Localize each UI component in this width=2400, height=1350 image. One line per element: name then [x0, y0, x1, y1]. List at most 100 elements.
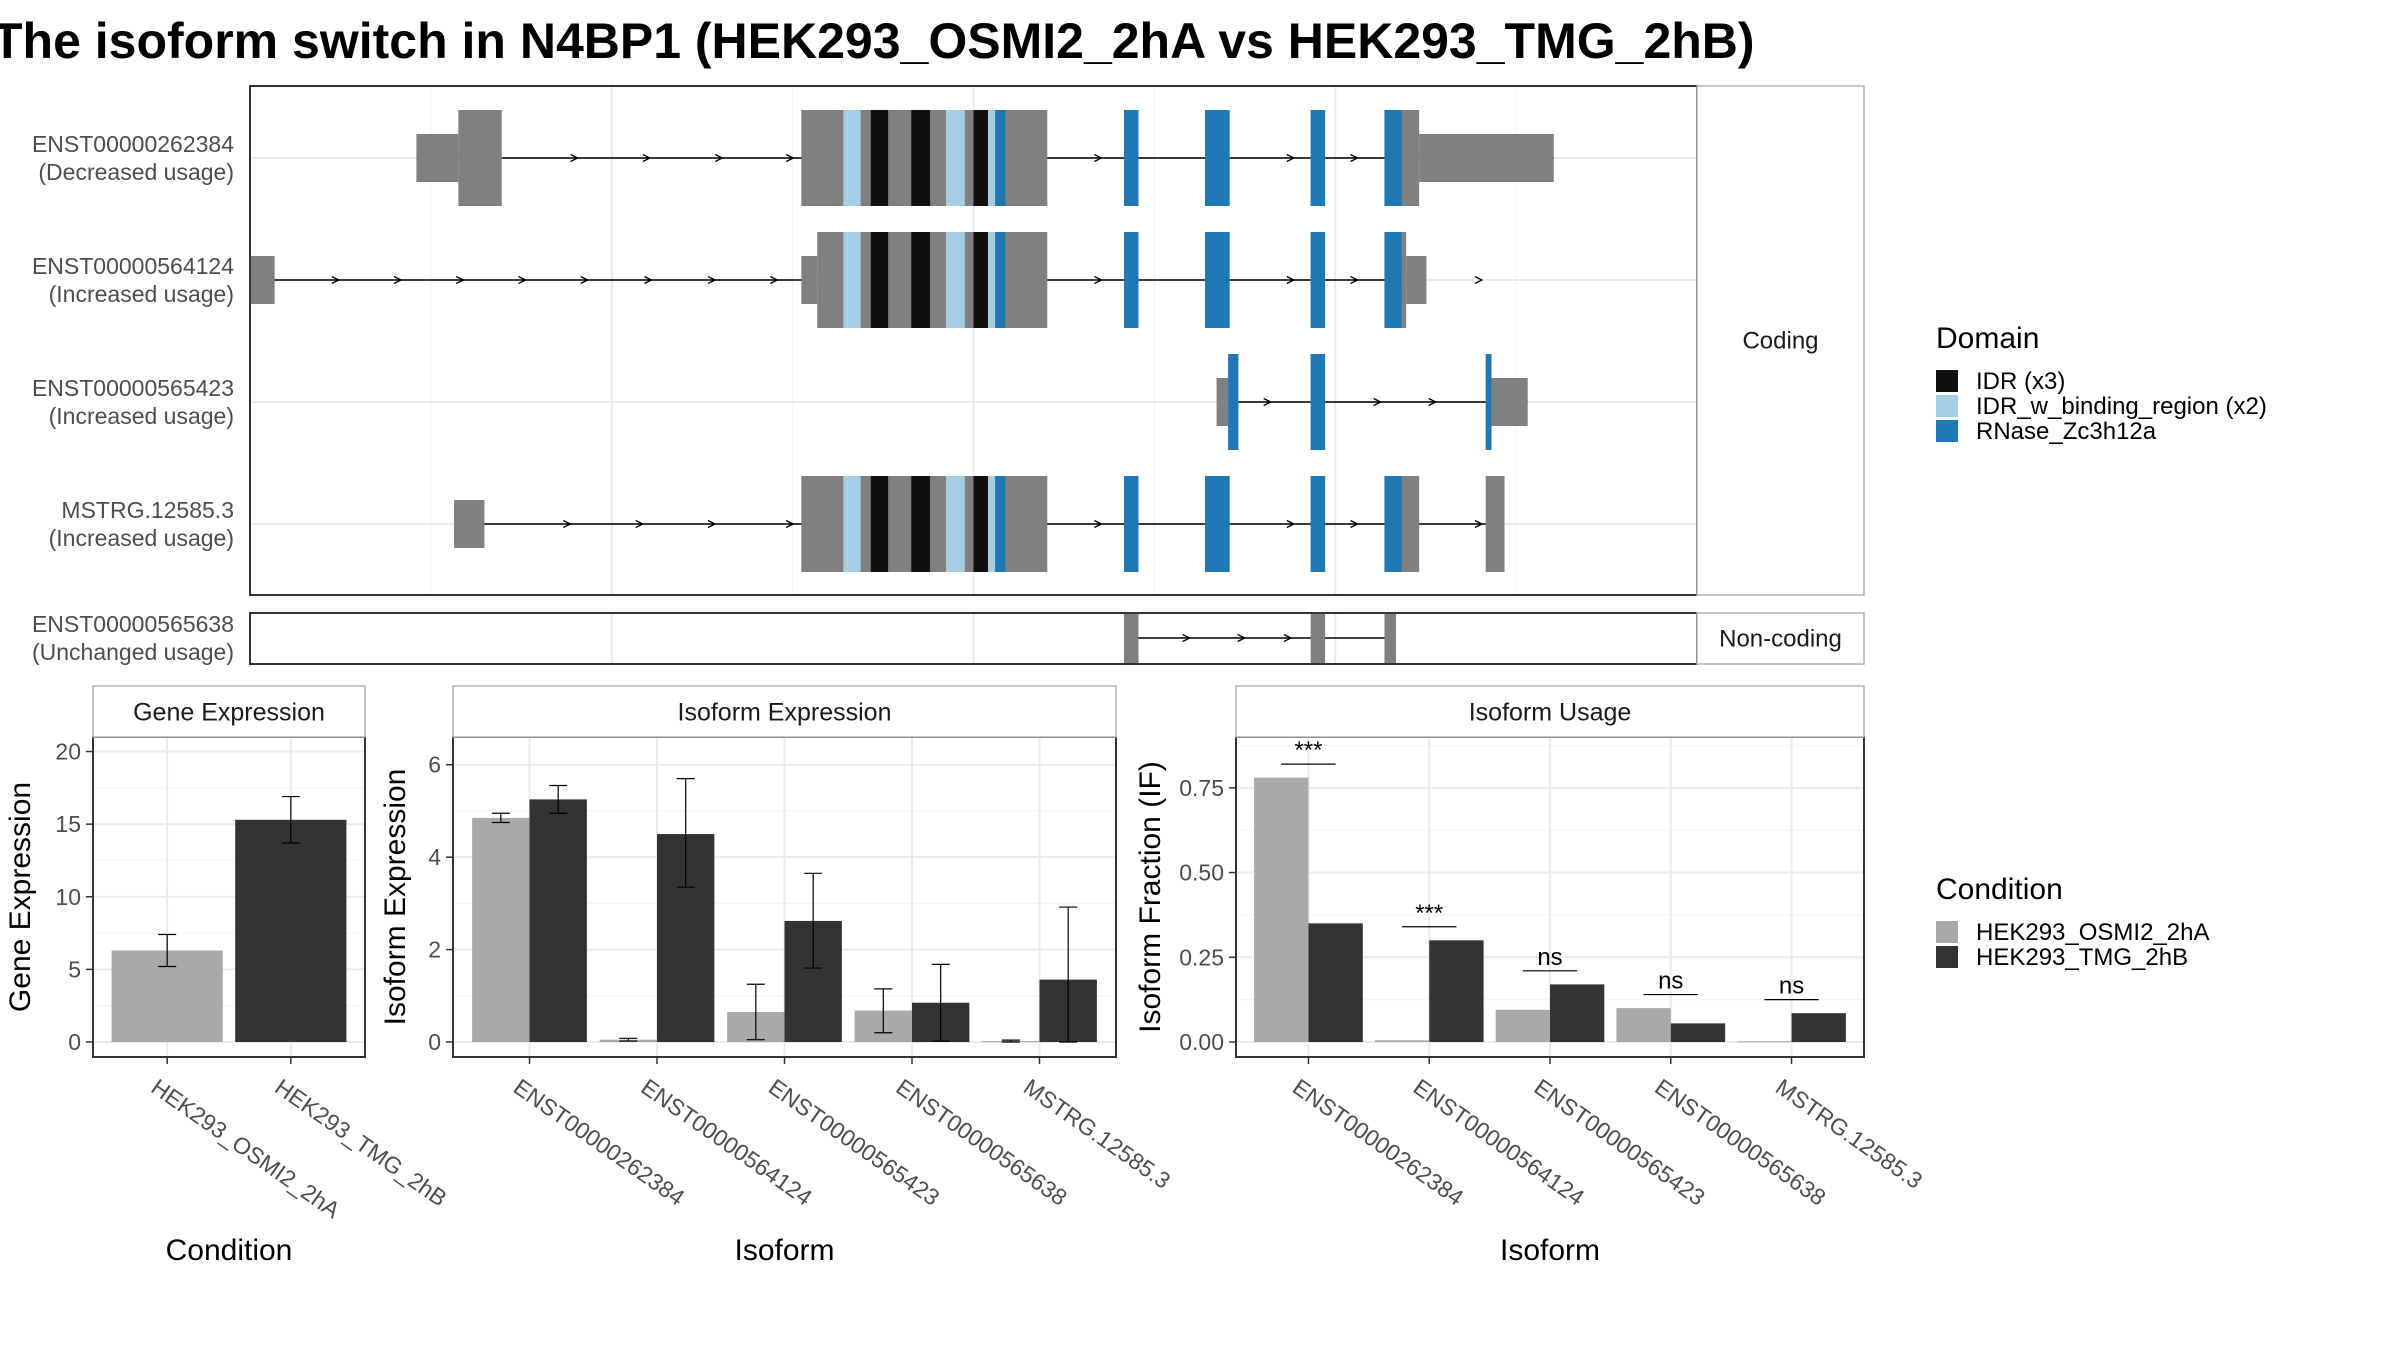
coding-enst00000262384-domain-idr-w-binding-region	[843, 110, 861, 206]
chart-isoform-usage-title: Isoform Usage	[1469, 699, 1632, 727]
chart-gene-expression-ytick-label: 10	[55, 884, 81, 910]
coding-mstrg-12585-3-direction-arrow	[563, 519, 572, 529]
coding-enst00000564124-direction-arrow	[580, 275, 590, 285]
coding-enst00000564124-direction-arrow	[455, 275, 465, 285]
chart-isoform-usage-ytick-label: 0.25	[1179, 944, 1224, 970]
domain-legend-title: Domain	[1936, 322, 2039, 355]
coding-enst00000262384-domain-rnase	[1384, 110, 1402, 206]
coding-enst00000565423-status-label: (Increased usage)	[49, 403, 234, 429]
coding-enst00000262384-id-label: ENST00000262384	[32, 131, 234, 157]
coding-enst00000262384-direction-arrow	[1350, 153, 1359, 163]
chart-isoform-usage-ytick-label: 0.00	[1179, 1029, 1224, 1055]
chart-isoform-usage-bar	[1254, 777, 1309, 1042]
coding-mstrg-12585-3-direction-arrow	[707, 519, 717, 529]
noncoding-enst00000565638-exon	[1123, 613, 1139, 664]
chart-isoform-expression-ytick-label: 2	[428, 937, 441, 963]
coding-mstrg-12585-3-domain-idr-w-binding-region	[946, 476, 965, 572]
chart-isoform-usage-bar	[1737, 1041, 1792, 1043]
coding-enst00000564124-exon	[801, 256, 818, 304]
chart-gene-expression-bar	[235, 819, 347, 1042]
noncoding-enst00000565638-direction-arrow	[1182, 633, 1192, 643]
coding-mstrg-12585-3-status-label: (Increased usage)	[49, 525, 234, 551]
coding-enst00000262384-domain-idr	[870, 110, 889, 206]
chart-isoform-expression: Isoform Expression 0 2 4 6 Isoform Expression…	[379, 685, 1175, 1267]
chart-isoform-usage-significance-label: ns	[1779, 973, 1804, 1000]
coding-mstrg-12585-3-direction-arrow	[635, 519, 645, 529]
chart-gene-expression-ytick-label: 15	[55, 811, 81, 837]
coding-strip	[1696, 85, 1865, 596]
chart-gene-expression-strip	[92, 685, 366, 738]
chart-isoform-expression-xlabel: Isoform	[734, 1234, 834, 1267]
condition-legend-label: HEK293_TMG_2hB	[1976, 944, 2188, 971]
chart-gene-expression-title: Gene Expression	[133, 699, 325, 727]
domain-legend-label: RNase_Zc3h12a	[1976, 418, 2157, 445]
chart-isoform-usage-bar	[1550, 984, 1605, 1042]
chart-isoform-usage-bar	[1791, 1013, 1846, 1042]
coding-enst00000564124-direction-arrow	[1286, 275, 1296, 285]
coding-mstrg-12585-3-domain-idr	[911, 476, 931, 572]
coding-mstrg-12585-3-domain-rnase	[1123, 476, 1139, 572]
chart-isoform-usage-ylabel: Isoform Fraction (IF)	[1134, 761, 1167, 1033]
chart-isoform-expression-bar	[529, 799, 587, 1042]
coding-enst00000262384-domain-rnase	[1123, 110, 1139, 206]
chart-isoform-usage-significance-label: ***	[1415, 900, 1443, 927]
coding-mstrg-12585-3-domain-rnase	[1205, 476, 1230, 572]
coding-enst00000262384-domain-idr	[911, 110, 931, 206]
coding-enst00000564124-direction-arrow	[644, 275, 653, 285]
coding-enst00000262384-domain-idr-w-binding-region	[987, 110, 996, 206]
chart-isoform-expression-ytick-label: 0	[428, 1029, 441, 1055]
coding-enst00000564124-domain-idr	[911, 232, 931, 328]
coding-enst00000262384-domain-idr	[973, 110, 988, 206]
coding-enst00000564124-domain-idr-w-binding-region	[987, 232, 996, 328]
coding-enst00000564124-direction-arrow	[331, 275, 341, 285]
chart-isoform-usage-significance-label: ns	[1658, 968, 1683, 995]
domain-legend-key	[1936, 370, 1958, 392]
coding-mstrg-12585-3-id-label: MSTRG.12585.3	[61, 497, 234, 523]
chart-isoform-expression-ytick-label: 6	[428, 752, 441, 778]
noncoding-enst00000565638-status-label: (Unchanged usage)	[32, 639, 234, 665]
chart-isoform-usage-ytick-label: 0.75	[1179, 775, 1224, 801]
coding-enst00000262384-domain-idr-w-binding-region	[946, 110, 965, 206]
domain-legend-label: IDR_w_binding_region (x2)	[1976, 393, 2267, 420]
noncoding-strip-label: Non-coding	[1719, 626, 1842, 653]
noncoding-enst00000565638-direction-arrow	[1283, 633, 1293, 643]
noncoding-enst00000565638-exon	[1310, 613, 1326, 664]
chart-isoform-usage-bar	[1308, 923, 1363, 1042]
coding-enst00000262384-direction-arrow	[570, 153, 580, 163]
coding-enst00000564124-domain-rnase	[1310, 232, 1326, 328]
coding-enst00000262384-domain-rnase	[1310, 110, 1326, 206]
coding-mstrg-12585-3-direction-arrow	[785, 519, 795, 529]
coding-enst00000564124-domain-idr	[973, 232, 988, 328]
coding-mstrg-12585-3-exon	[1485, 476, 1505, 572]
coding-mstrg-12585-3-direction-arrow	[1094, 519, 1103, 529]
chart-isoform-expression-ylabel: Isoform Expression	[379, 769, 412, 1026]
coding-mstrg-12585-3-domain-rnase	[1384, 476, 1402, 572]
coding-enst00000564124-direction-arrow	[1350, 275, 1359, 285]
coding-mstrg-12585-3-direction-arrow	[1474, 519, 1484, 529]
coding-mstrg-12585-3-domain-idr	[973, 476, 988, 572]
coding-enst00000564124-domain-idr-w-binding-region	[946, 232, 965, 328]
coding-mstrg-12585-3-direction-arrow	[1286, 519, 1296, 529]
coding-enst00000564124-direction-arrow	[1094, 275, 1103, 285]
coding-enst00000262384-direction-arrow	[1286, 153, 1296, 163]
coding-enst00000565423-id-label: ENST00000565423	[32, 375, 234, 401]
chart-isoform-usage-strip	[1235, 685, 1865, 738]
coding-enst00000564124-domain-rnase	[995, 232, 1006, 328]
coding-mstrg-12585-3-domain-idr-w-binding-region	[987, 476, 996, 572]
chart-isoform-usage: *** *** ns ns ns Isoform Usage 0.00 0.25 0.50 0.7…	[1134, 685, 1927, 1267]
chart-isoform-usage-bar	[1495, 1009, 1550, 1042]
coding-enst00000262384-status-label: (Decreased usage)	[38, 159, 234, 185]
coding-enst00000564124-direction-arrow	[518, 275, 527, 285]
chart-isoform-usage-significance-label: ***	[1294, 737, 1322, 764]
coding-strip-label: Coding	[1742, 328, 1818, 355]
coding-enst00000262384-direction-arrow	[714, 153, 724, 163]
chart-isoform-expression-title: Isoform Expression	[678, 699, 892, 727]
coding-enst00000565423-domain-rnase	[1485, 354, 1492, 450]
coding-enst00000565423-direction-arrow	[1373, 397, 1383, 407]
domain-legend-key	[1936, 420, 1958, 442]
coding-enst00000564124-domain-rnase	[1384, 232, 1402, 328]
coding-mstrg-12585-3-direction-arrow	[1350, 519, 1359, 529]
coding-enst00000564124-direction-arrow	[393, 275, 403, 285]
chart-isoform-expression-strip	[452, 685, 1117, 738]
